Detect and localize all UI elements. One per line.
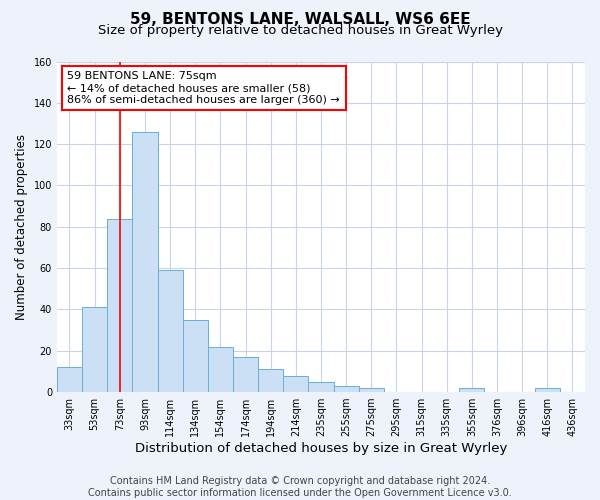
Bar (208, 346, 233, 392)
Text: 59, BENTONS LANE, WALSALL, WS6 6EE: 59, BENTONS LANE, WALSALL, WS6 6EE (130, 12, 470, 28)
Bar (359, 388, 384, 392)
Bar (258, 370, 283, 392)
Text: Size of property relative to detached houses in Great Wyrley: Size of property relative to detached ho… (97, 24, 503, 37)
Bar (158, 270, 182, 392)
Bar (334, 386, 359, 392)
Bar (107, 218, 133, 392)
Bar (233, 357, 258, 392)
Bar (535, 388, 560, 392)
X-axis label: Distribution of detached houses by size in Great Wyrley: Distribution of detached houses by size … (135, 442, 507, 455)
Bar (57, 368, 82, 392)
Bar (308, 382, 334, 392)
Bar (82, 308, 107, 392)
Bar (182, 320, 208, 392)
Y-axis label: Number of detached properties: Number of detached properties (15, 134, 28, 320)
Bar (283, 376, 308, 392)
Bar (133, 132, 158, 392)
Bar (459, 388, 484, 392)
Text: Contains HM Land Registry data © Crown copyright and database right 2024.
Contai: Contains HM Land Registry data © Crown c… (88, 476, 512, 498)
Text: 59 BENTONS LANE: 75sqm
← 14% of detached houses are smaller (58)
86% of semi-det: 59 BENTONS LANE: 75sqm ← 14% of detached… (67, 72, 340, 104)
